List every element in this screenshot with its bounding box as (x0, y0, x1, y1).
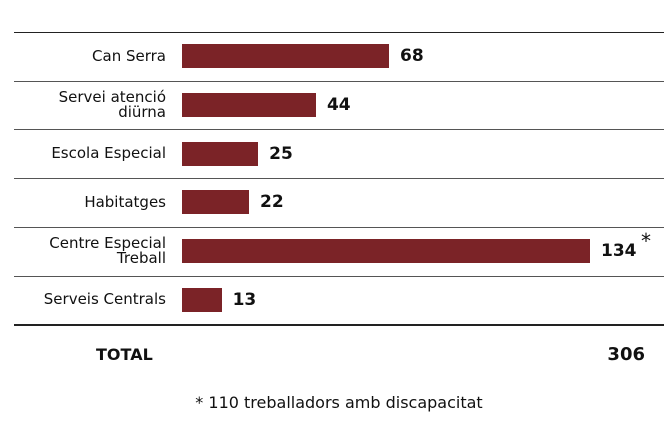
value-label: 44 (326, 95, 351, 116)
bar (182, 44, 390, 69)
total-value: 306 (607, 344, 645, 365)
bar (182, 190, 249, 215)
total-label: TOTAL (96, 345, 153, 364)
separator (14, 226, 664, 228)
category-label: Habitatges (84, 192, 166, 211)
footnote: * 110 treballadors amb discapacitat (195, 393, 483, 412)
separator (14, 80, 664, 82)
bar (182, 93, 316, 118)
value-label: 25 (269, 143, 293, 164)
bar (182, 239, 590, 264)
separator (14, 32, 664, 33)
separator (14, 129, 664, 131)
category-label: Servei atenció diürna (58, 88, 166, 122)
bar (182, 287, 222, 312)
value-note: * (641, 229, 651, 254)
value-label: 22 (259, 192, 284, 213)
category-label: Can Serra (92, 46, 166, 65)
value-label: 134 (601, 241, 637, 262)
category-label: Centre Especial Treball (49, 234, 166, 268)
value-label: 68 (400, 46, 424, 67)
separator (14, 178, 664, 180)
value-label: 13 (232, 289, 257, 310)
bar (182, 141, 259, 166)
category-label: Escola Especial (51, 144, 166, 163)
category-label: Serveis Centrals (43, 290, 166, 309)
separator (14, 275, 664, 277)
separator (14, 324, 664, 327)
